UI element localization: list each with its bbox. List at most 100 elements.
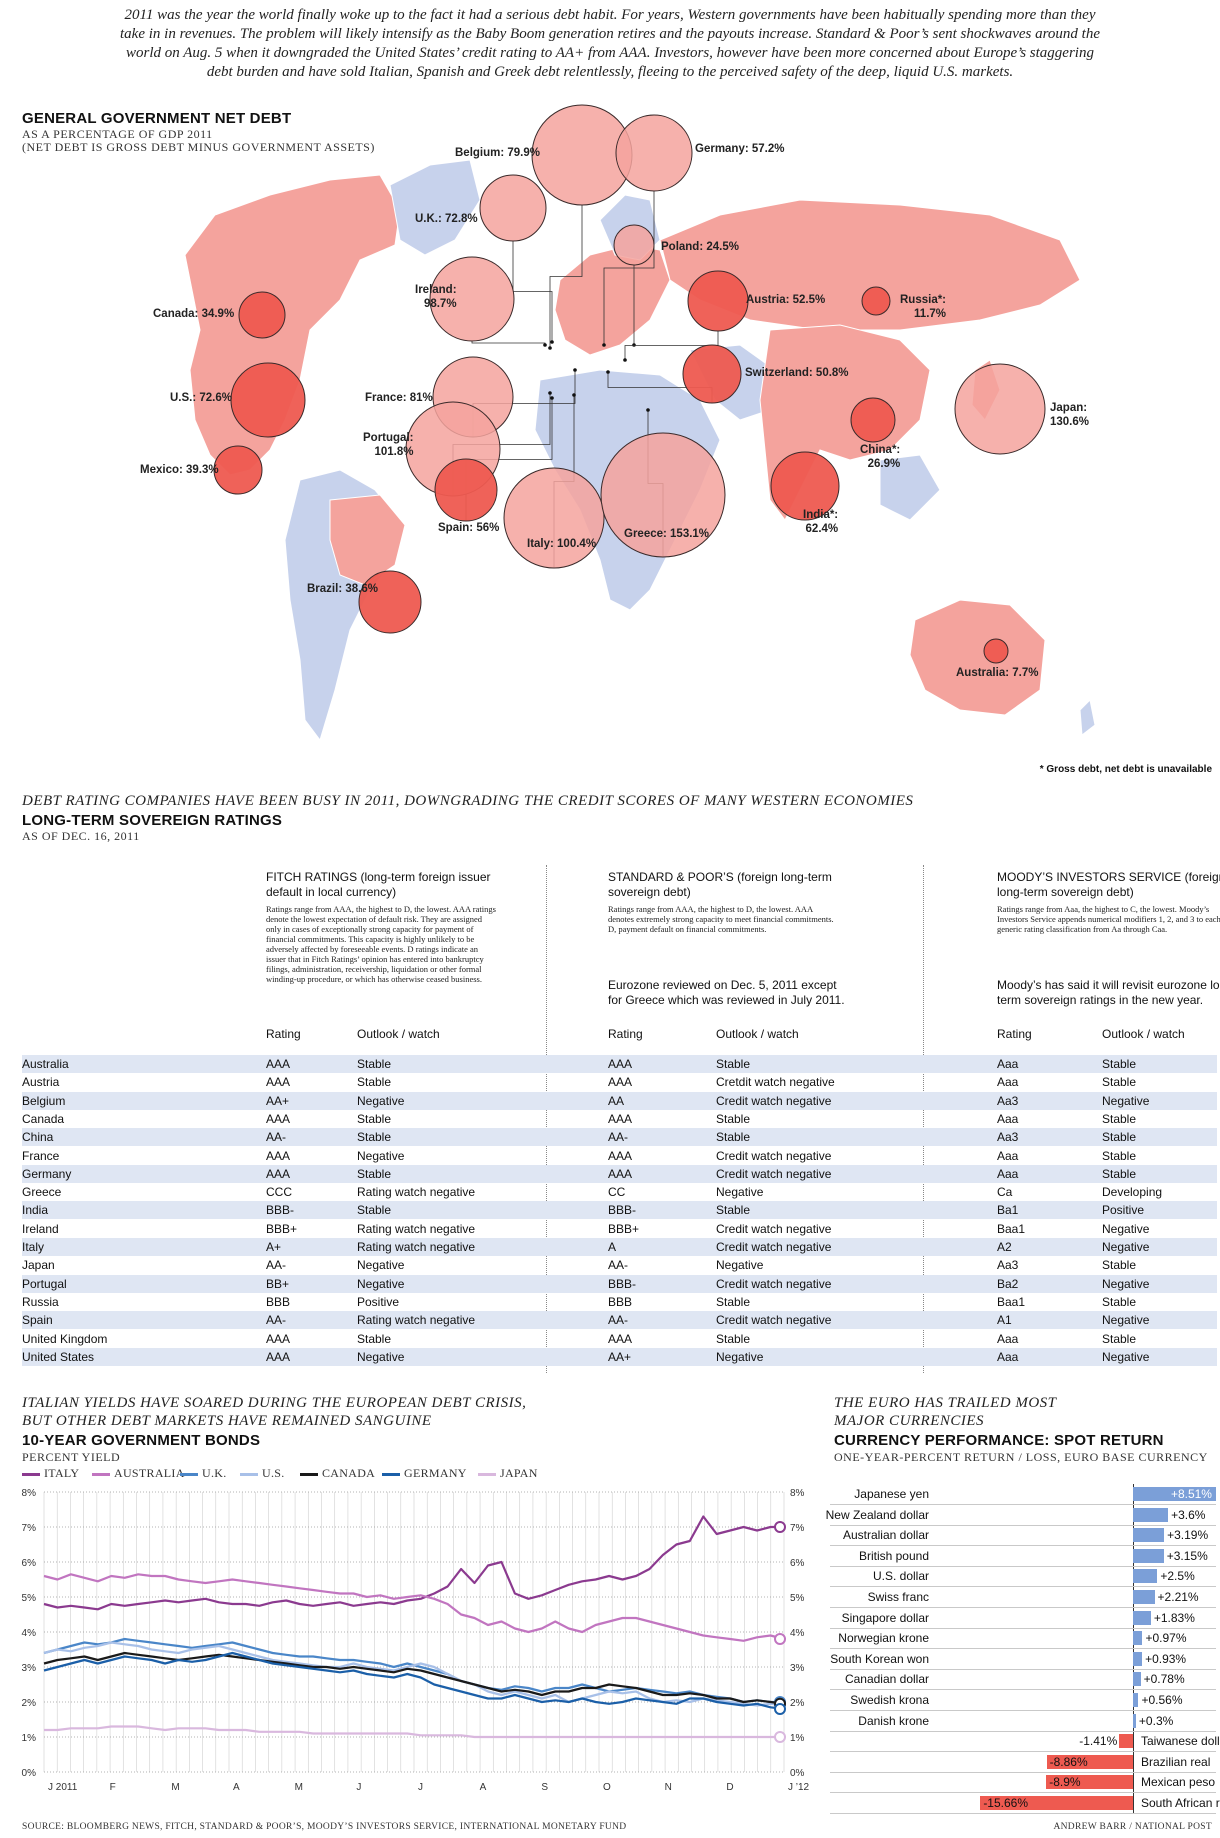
country-cell: Greece [22,1185,62,1200]
leader-dot-ireland [543,343,547,347]
series-line-australia [43,1573,785,1642]
map-label-china: China*: 26.9% [860,443,900,471]
currency-kicker-line: THE EURO HAS TRAILED MOST [834,1395,1057,1411]
rating-cell: Credit watch negative [716,1240,832,1254]
rating-cell: Stable [716,1130,751,1145]
currency-label: Singapore dollar [841,1610,929,1625]
y-tick-label-right: 7% [790,1523,805,1534]
rating-cell: Negative [1102,1240,1150,1254]
rating-cell: Cretdit watch negative [716,1075,835,1090]
rating-cell: AAA [608,1331,633,1346]
currency-label: Canadian dollar [844,1672,929,1687]
currency-value-label: +2.21% [1157,1590,1199,1604]
bubble-russia [861,286,891,316]
map-label-text: Portugal: [363,432,414,444]
currency-bar [1119,1734,1133,1749]
currency-row: Australian dollar +3.19% [830,1525,1216,1547]
map-label-text: Russia*: [900,294,947,306]
y-tick-label-right: 8% [790,1488,805,1499]
rating-cell: AAA [608,1057,633,1071]
landmass-southeast-asia [879,454,941,521]
x-tick-label: J 2011 [48,1782,78,1793]
y-tick-label-left: 2% [22,1698,37,1709]
leader-dot-u-k [550,340,554,344]
rating-cell: Aaa [997,1349,1019,1364]
legend-label: GERMANY [404,1466,467,1480]
rating-cell: BBB- [608,1203,637,1218]
legend-swatch [300,1473,318,1476]
x-tick-label: F [110,1782,116,1793]
country-cell: Portugal [22,1276,67,1291]
rating-cell: Aaa [997,1075,1019,1090]
rating-cell: Ba2 [997,1276,1019,1291]
rating-cell: Aa3 [997,1130,1019,1145]
bonds-title: 10-YEAR GOVERNMENT BONDS [22,1432,261,1449]
currency-label: Swiss franc [867,1590,929,1604]
currency-row: Norwegian krone +0.97% [830,1628,1216,1650]
currency-value-label: +0.97% [1145,1631,1187,1646]
currency-bar [1133,1610,1151,1625]
rating-cell: Negative [716,1258,764,1273]
rating-cell: AAA [608,1148,633,1163]
table-row: Canada AAA Stable AAA Stable Aaa Stable [22,1110,1217,1128]
map-label-u-s: U.S.: 72.6% [170,391,232,405]
map-label-text: 130.6% [1050,416,1090,428]
currency-bar [1133,1548,1164,1563]
rating-cell: BBB+ [266,1221,298,1236]
currency-value-label: +8.51% [1170,1487,1212,1501]
legend-label: U.S. [262,1466,285,1480]
rating-cell: Stable [357,1111,392,1126]
currency-label: Swedish krona [850,1693,929,1707]
y-tick-label-left: 4% [22,1628,37,1639]
rating-cell: Stable [357,1166,392,1181]
rating-cell: AAA [608,1111,633,1126]
rating-cell: Aaa [997,1111,1019,1126]
divider [923,865,924,1373]
y-tick-label-left: 6% [22,1558,37,1569]
currency-row: Danish krone +0.3% [830,1711,1216,1732]
currency-value-label: +0.78% [1143,1672,1185,1687]
leader-line-u-k [512,241,553,342]
currency-row: Canadian dollar +0.78% [830,1669,1216,1691]
table-row: Ireland BBB+ Rating watch negative BBB+ Cred… [22,1220,1217,1238]
rating-cell: A+ [266,1240,282,1254]
rating-cell: Stable [357,1057,392,1071]
bubble-greece [600,432,726,558]
sp-note: Eurozone reviewed on Dec. 5, 2011 except… [608,978,845,1007]
rating-cell: A [608,1240,617,1254]
currency-label: Australian dollar [842,1528,929,1543]
currency-value-label: +0.3% [1138,1713,1174,1728]
rating-cell: BBB- [266,1203,295,1218]
rating-cell: AAA [608,1075,633,1090]
currency-row: Singapore dollar +1.83% [830,1608,1216,1629]
currency-label: British pound [858,1548,929,1563]
currency-subtitle: ONE-YEAR-PERCENT RETURN / LOSS, EURO BAS… [834,1450,1208,1464]
rating-cell: AAA [266,1111,291,1126]
legend-swatch [180,1473,198,1476]
legend-swatch [240,1473,258,1476]
rating-cell: Positive [1102,1203,1145,1218]
rating-cell: AA [608,1093,625,1108]
country-cell: China [22,1130,54,1145]
currency-label: U.S. dollar [872,1569,929,1584]
map-label-text: Mexico: 39.3% [140,464,219,476]
bubble-austria [687,270,749,332]
rating-cell: Ba1 [997,1203,1019,1218]
map-label-text: Ireland: [415,284,457,296]
table-row: Austria AAA Stable AAA Cretdit watch negativ… [22,1073,1217,1091]
map-label-canada: Canada: 34.9% [153,307,234,321]
intro-text: 2011 was the year the world finally woke… [120,7,1100,80]
currency-row: Swiss franc +2.21% [830,1587,1216,1608]
map-label-portugal: Portugal: 101.8% [363,431,413,459]
currency-bar [1133,1713,1136,1728]
bubble-poland [613,224,655,266]
leader-dot-poland [632,343,636,347]
rating-cell: Aaa [997,1331,1019,1346]
fitch-desc: Ratings range from AAA, the highest to D… [266,904,496,984]
map-label-poland: Poland: 24.5% [661,240,739,254]
rating-cell: Negative [1102,1221,1150,1236]
currency-row: Swedish krona +0.56% [830,1690,1216,1711]
map-label-india: India*: 62.4% [803,508,838,536]
map-label-australia: Australia: 7.7% [956,666,1038,680]
map-label-text: Spain: 56% [438,522,500,534]
